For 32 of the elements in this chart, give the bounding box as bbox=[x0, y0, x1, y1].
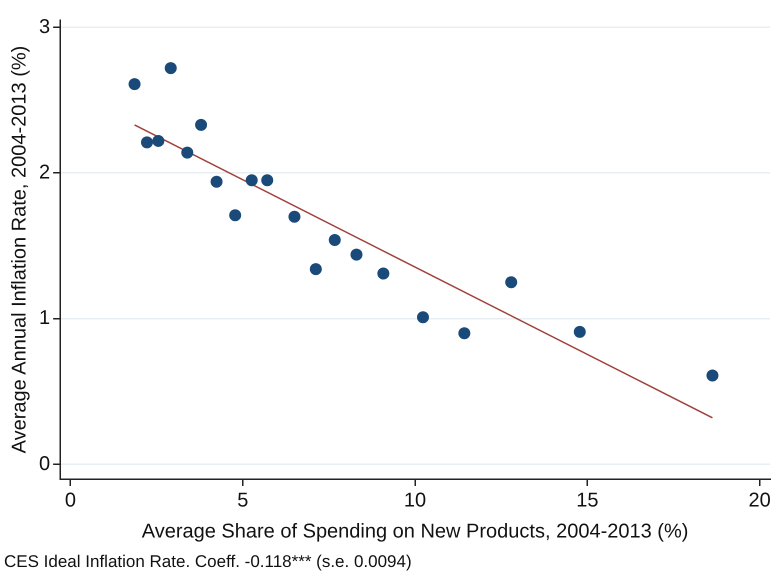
x-tick-label: 0 bbox=[64, 490, 76, 512]
point bbox=[261, 174, 274, 186]
x-tick-label: 15 bbox=[576, 490, 598, 512]
x-tick-label: 20 bbox=[748, 490, 771, 512]
point bbox=[350, 248, 362, 261]
point bbox=[164, 62, 177, 74]
point bbox=[195, 118, 208, 131]
y-tick-label: 0 bbox=[39, 452, 50, 475]
point bbox=[229, 209, 242, 222]
point bbox=[140, 136, 153, 148]
text: CES Ideal Inflation Rate. Coeff. -0.118*** (s.e. 0.0094) bbox=[4, 552, 412, 572]
point bbox=[505, 276, 518, 288]
point bbox=[458, 327, 470, 340]
point bbox=[574, 326, 586, 338]
y-tick-label: 1 bbox=[39, 307, 50, 330]
point bbox=[328, 234, 341, 246]
y-tick-label: 3 bbox=[39, 16, 50, 38]
x-tick-label: 10 bbox=[404, 490, 426, 512]
y-axis-title: Average Annual Inflation Rate, 2004-2013 (%) bbox=[8, 46, 31, 454]
point bbox=[152, 134, 164, 147]
point bbox=[246, 174, 258, 186]
point bbox=[377, 268, 390, 280]
point bbox=[706, 370, 718, 382]
point bbox=[310, 263, 322, 276]
point bbox=[288, 210, 300, 223]
point bbox=[128, 78, 141, 90]
x-tick-label: 5 bbox=[237, 490, 248, 512]
y-tick-label: 2 bbox=[39, 162, 50, 184]
point bbox=[181, 146, 194, 159]
point bbox=[210, 176, 223, 188]
x-axis-title: Average Share of Spending on New Products, 2004-2013 (%) bbox=[142, 520, 688, 543]
point bbox=[416, 311, 429, 324]
